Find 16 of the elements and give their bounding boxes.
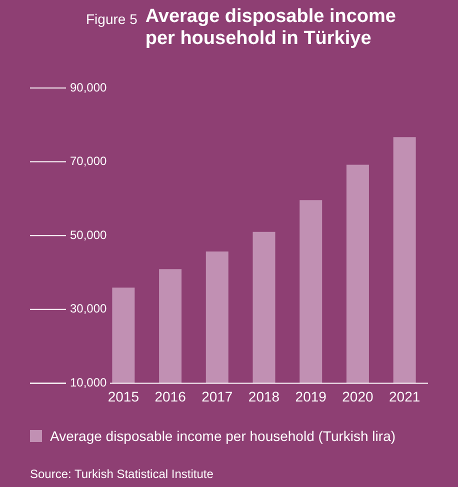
x-tick-label: 2018 xyxy=(248,388,280,404)
x-tick-label: 2019 xyxy=(295,388,327,404)
caption: Figure 5 xyxy=(86,11,138,27)
y-tick-label: 90,000 xyxy=(70,80,108,94)
legend-label: Average disposable income per household (Turkish lira) xyxy=(50,428,396,444)
y-tick-label: 50,000 xyxy=(70,228,108,242)
x-tick-label: 2021 xyxy=(388,388,420,404)
y-tick-label: 10,000 xyxy=(70,376,108,390)
y-tick-label: 30,000 xyxy=(70,302,108,316)
x-tick-label: 2016 xyxy=(154,388,186,404)
chart-title: Average disposable income per household in Türkiye xyxy=(145,6,397,50)
y-tick-label: 70,000 xyxy=(70,154,108,168)
x-tick-label: 2017 xyxy=(202,388,233,404)
x-tick-label: 2020 xyxy=(342,388,374,404)
source-note: Source: Turkish Statistical Institute xyxy=(30,467,214,481)
x-tick-label: 2015 xyxy=(108,388,140,404)
